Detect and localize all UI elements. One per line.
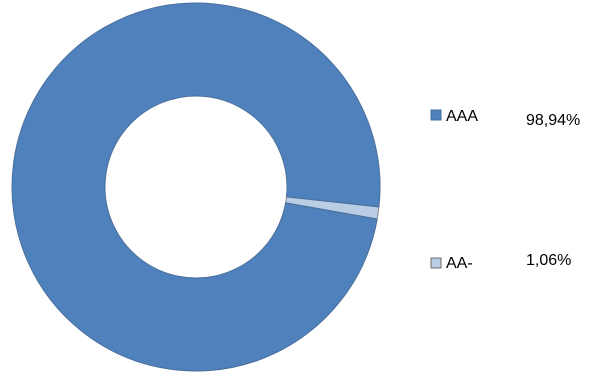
value-label-aa-minus: 1,06% — [526, 252, 571, 269]
legend-entry-aaa: AAA 98,94% — [430, 108, 580, 129]
legend-label-aa-minus: AA- — [446, 255, 473, 272]
doughnut-slices — [11, 2, 381, 372]
legend-label-aaa: AAA — [446, 108, 478, 125]
legend-swatch-aaa — [430, 109, 442, 121]
legend-entry-aa-minus: AA- 1,06% — [430, 252, 571, 272]
slice-aaa — [11, 2, 381, 372]
legend-swatch-aa-minus — [430, 257, 442, 269]
value-label-aaa: 98,94% — [526, 112, 580, 129]
